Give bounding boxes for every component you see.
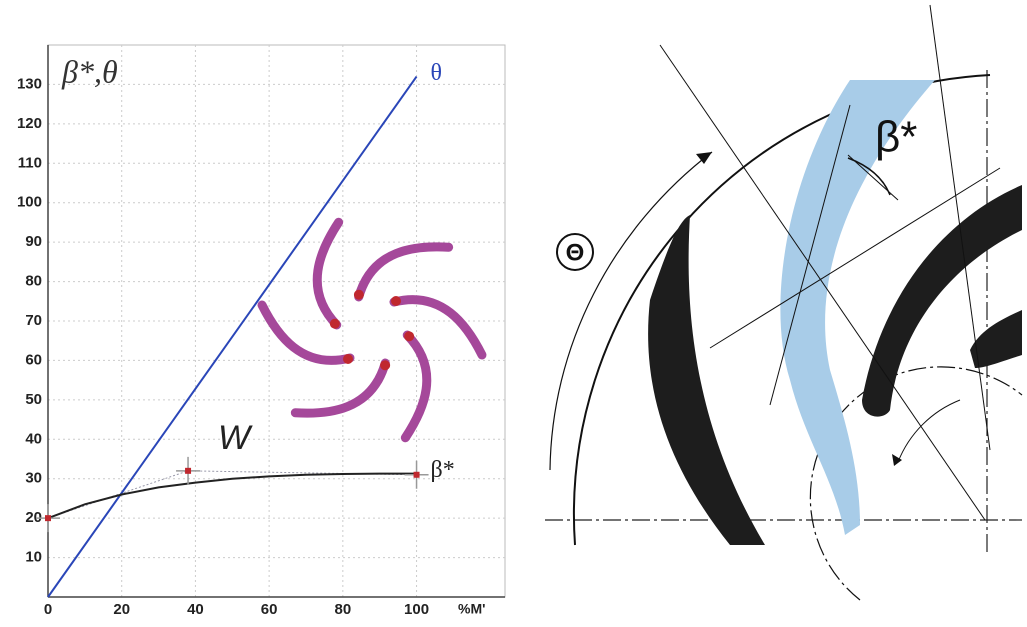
theta-label: Θ <box>566 239 585 266</box>
angle-arc <box>847 157 891 196</box>
y-tick-label: 60 <box>25 351 42 368</box>
chart: β*,θ %M' W 10 20 30 40 50 60 70 80 90 100 110 120 13… <box>17 44 506 618</box>
y-tick-label: 110 <box>18 154 42 171</box>
theta-arc <box>549 151 713 471</box>
control-point <box>45 515 51 522</box>
y-tick-label: 130 <box>17 75 42 92</box>
rotation-arrow <box>897 399 961 463</box>
y-tick-label: 50 <box>25 391 42 408</box>
impeller-icon <box>257 217 487 443</box>
blade <box>970 310 1022 368</box>
arrow-head <box>892 454 902 466</box>
control-point <box>413 471 420 478</box>
y-tick-label: 10 <box>25 549 42 566</box>
blade-diagram: β* Θ <box>545 4 1023 601</box>
x-tick-label: 20 <box>113 601 130 618</box>
y-tick-label: 120 <box>17 115 42 132</box>
y-tick-label: 20 <box>25 509 42 526</box>
x-axis-label: %M' <box>458 601 485 617</box>
chart-title: β*,θ <box>61 53 118 89</box>
x-tick-label: 100 <box>404 601 429 618</box>
label-circle <box>556 233 594 271</box>
series-line <box>47 472 417 520</box>
blade <box>648 215 765 545</box>
series-label: β* <box>431 457 455 483</box>
series-label: θ <box>431 60 443 86</box>
x-tick-label: 40 <box>187 601 204 618</box>
y-tick-label: 90 <box>25 233 42 250</box>
series-line <box>47 75 418 598</box>
y-tick-label: 70 <box>25 312 42 329</box>
x-tick-label: 0 <box>44 601 52 618</box>
plot-frame <box>47 44 506 598</box>
blade <box>862 185 1022 417</box>
y-tick-label: 100 <box>17 194 42 211</box>
highlighted-blade <box>780 80 935 535</box>
arrow-head <box>696 152 712 164</box>
x-tick-label: 80 <box>334 601 351 618</box>
annotation: W <box>218 419 253 457</box>
y-tick-label: 80 <box>25 273 42 290</box>
control-point <box>185 467 192 474</box>
y-tick-label: 40 <box>25 430 42 447</box>
y-tick-label: 30 <box>25 470 42 487</box>
x-tick-label: 60 <box>261 601 278 618</box>
beta-label: β* <box>875 113 917 162</box>
